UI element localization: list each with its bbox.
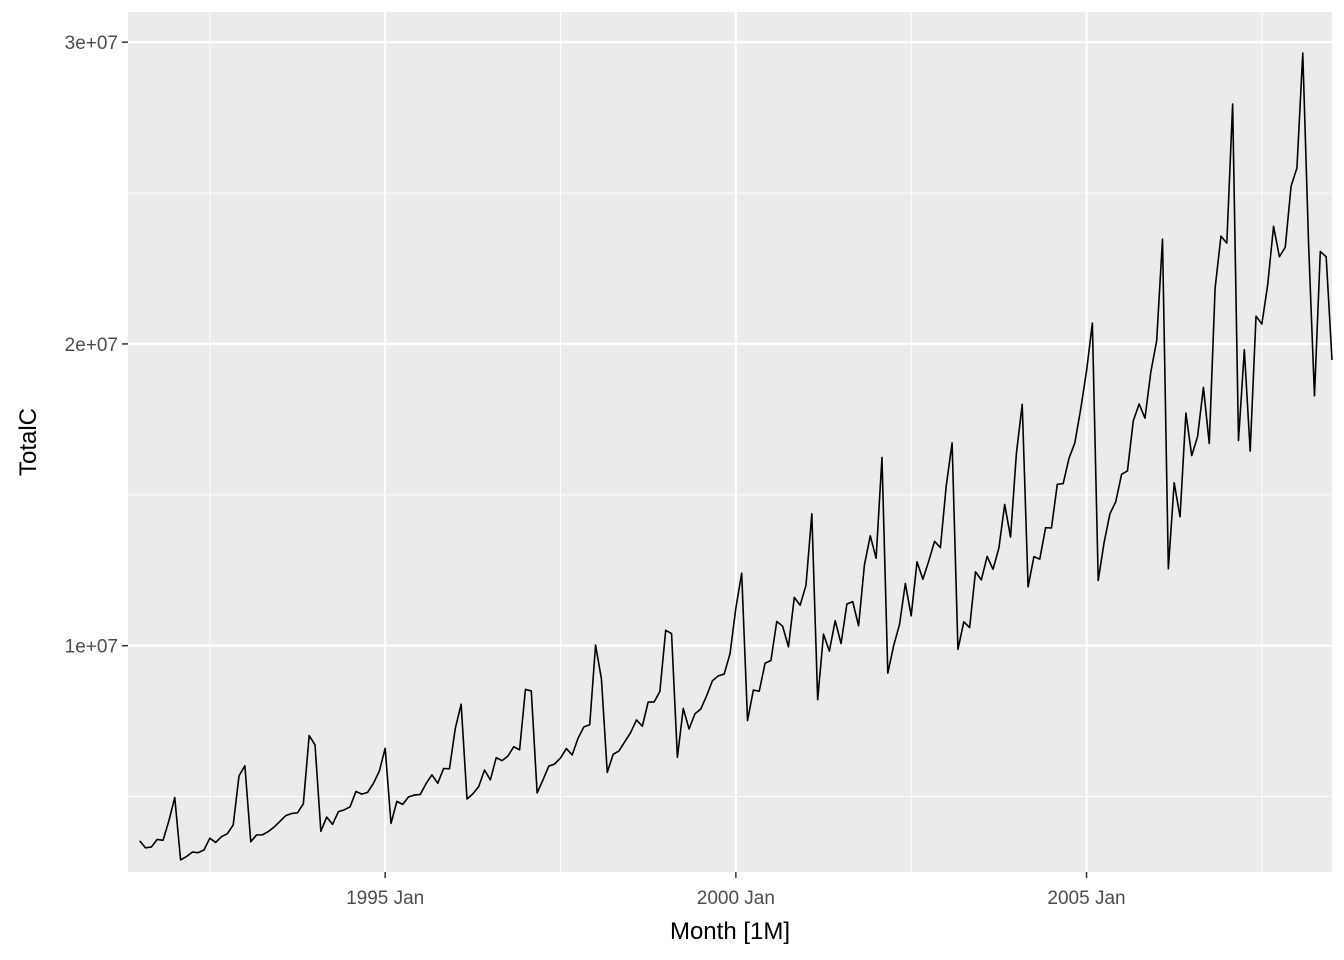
- y-axis: 1e+07 2e+07 3e+07: [65, 33, 128, 658]
- x-tick-label: 2000 Jan: [697, 888, 775, 909]
- minor-gridlines: [128, 12, 1332, 872]
- x-tick-label: 2005 Jan: [1047, 888, 1125, 909]
- series-line-totalc: [139, 52, 1333, 861]
- x-tick-label: 1995 Jan: [346, 888, 424, 909]
- y-tick-label: 1e+07: [65, 637, 118, 658]
- y-axis-title: TotalC: [15, 408, 42, 476]
- y-tick-label: 3e+07: [65, 33, 118, 54]
- major-gridlines: [128, 12, 1332, 872]
- y-tick-label: 2e+07: [65, 335, 118, 356]
- x-axis-title: Month [1M]: [670, 918, 790, 945]
- x-axis: 1995 Jan 2000 Jan 2005 Jan: [346, 872, 1126, 909]
